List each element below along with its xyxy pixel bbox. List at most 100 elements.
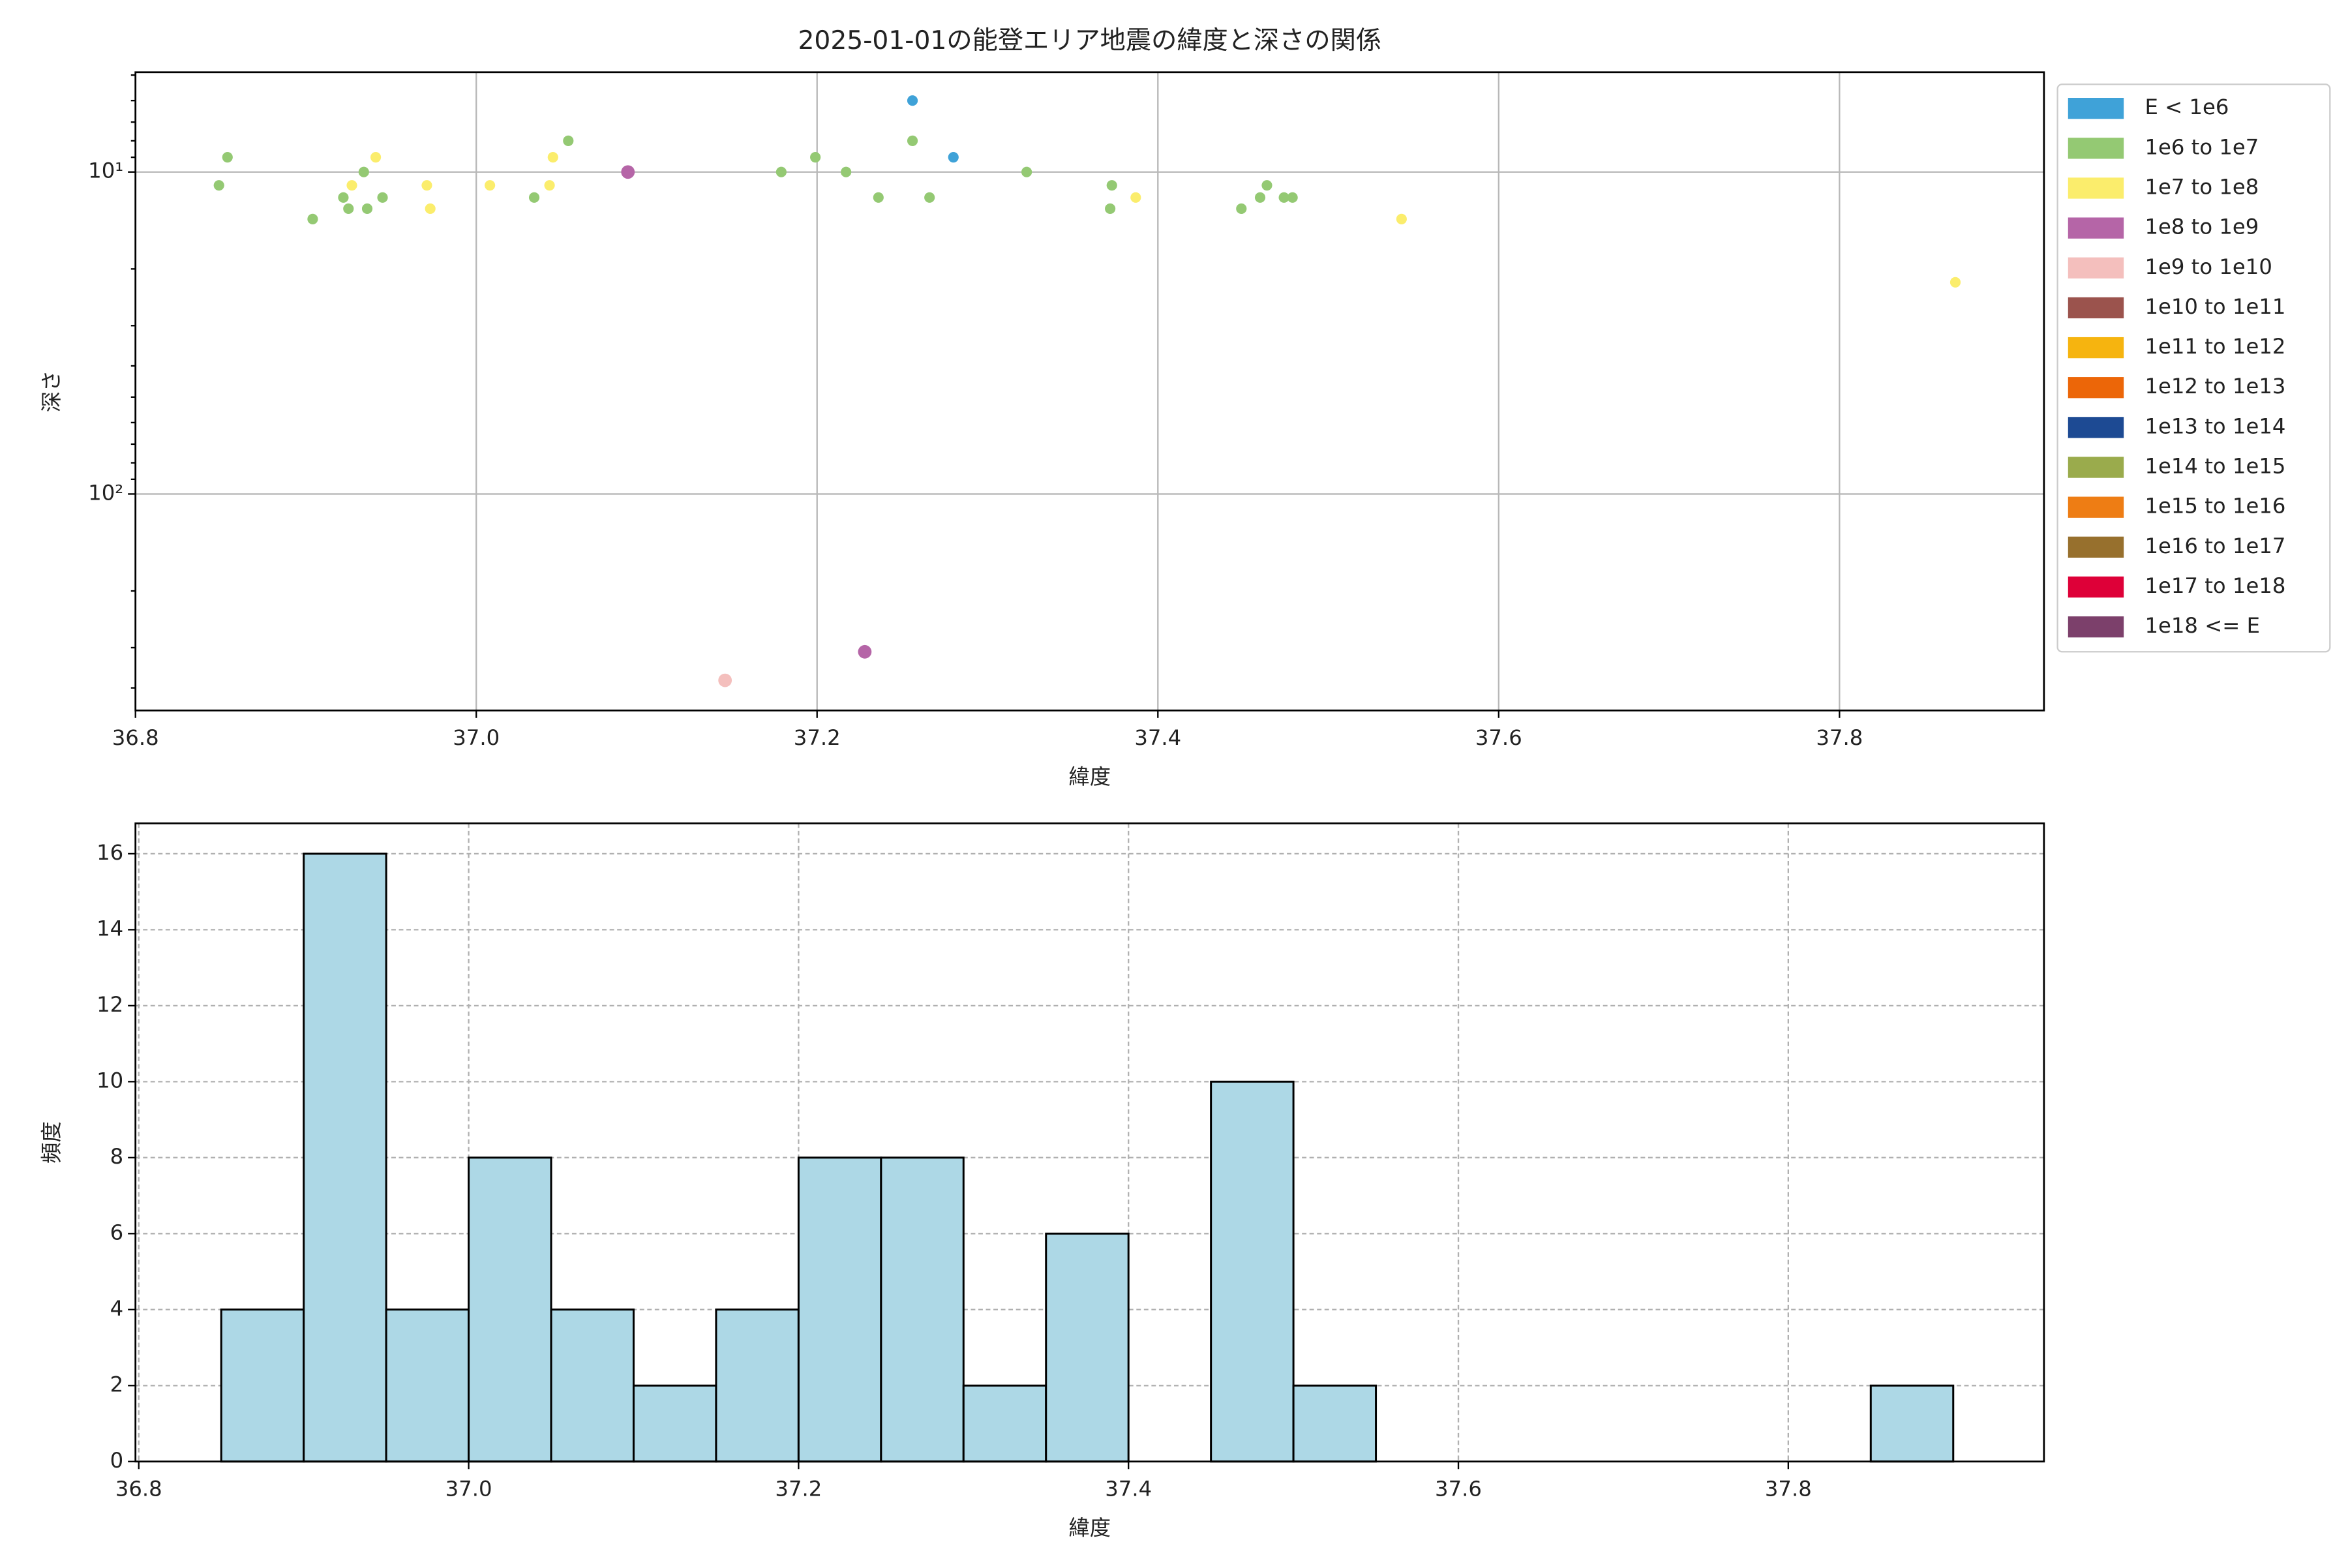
point: [563, 135, 574, 146]
point: [343, 203, 354, 215]
y-tick-label: 0: [110, 1448, 124, 1473]
x-tick-label: 37.6: [1435, 1477, 1482, 1501]
legend-swatch: [2068, 377, 2124, 399]
point: [1021, 166, 1032, 177]
legend-box: [2056, 83, 2331, 653]
chart-title: 2025-01-01の能登エリア地震の緯度と深さの関係: [798, 26, 1381, 55]
x-tick-label: 37.2: [775, 1477, 822, 1501]
bar: [550, 1308, 635, 1463]
legend-label: 1e18 <= E: [2145, 613, 2260, 638]
point: [544, 180, 555, 191]
y-tick-label: 14: [97, 916, 123, 941]
point: [1106, 180, 1117, 191]
bar: [1045, 1232, 1130, 1463]
bar: [962, 1384, 1047, 1463]
legend-swatch: [2068, 337, 2124, 359]
plot-frame: [134, 71, 2045, 712]
y-axis-label: 頻度: [39, 1121, 64, 1164]
x-tick-label: 37.2: [794, 725, 841, 750]
point: [338, 192, 349, 203]
point: [358, 166, 369, 177]
legend-swatch: [2068, 417, 2124, 438]
x-tick-label: 36.8: [115, 1477, 162, 1501]
point: [528, 192, 540, 203]
point: [485, 180, 496, 191]
x-tick-label: 37.0: [445, 1477, 492, 1501]
point: [1396, 213, 1407, 224]
legend-label: 1e6 to 1e7: [2145, 134, 2259, 159]
legend-label: 1e15 to 1e16: [2145, 494, 2285, 519]
legend-swatch: [2068, 297, 2124, 319]
bar: [1869, 1384, 1955, 1463]
point: [370, 152, 382, 163]
legend-swatch: [2068, 457, 2124, 478]
y-tick-label: 12: [97, 992, 123, 1017]
legend-label: 1e7 to 1e8: [2145, 174, 2259, 199]
point: [307, 213, 318, 224]
legend-swatch: [2068, 616, 2124, 638]
y-tick-label: 2: [110, 1372, 124, 1396]
point: [547, 152, 558, 163]
y-tick-label: 10²: [88, 480, 123, 505]
x-axis-label: 緯度: [1068, 1516, 1111, 1541]
point: [948, 152, 959, 163]
point: [213, 180, 224, 191]
legend-label: E < 1e6: [2145, 95, 2229, 119]
point: [425, 203, 436, 215]
point: [1105, 203, 1116, 215]
legend-label: 1e13 to 1e14: [2145, 414, 2285, 438]
bar: [1292, 1384, 1377, 1463]
bar: [220, 1308, 305, 1463]
y-tick-label: 16: [97, 840, 123, 865]
legend-swatch: [2068, 536, 2124, 558]
bar: [303, 852, 387, 1463]
point: [873, 192, 884, 203]
y-tick-label: 6: [110, 1220, 124, 1244]
point: [222, 152, 233, 163]
x-tick-label: 37.4: [1134, 725, 1181, 750]
point: [621, 165, 635, 179]
point: [718, 673, 732, 687]
point: [858, 644, 872, 659]
point: [907, 95, 918, 106]
bar: [468, 1156, 552, 1463]
legend-swatch: [2068, 217, 2124, 239]
legend-label: 1e17 to 1e18: [2145, 573, 2285, 598]
point: [841, 166, 852, 177]
legend-swatch: [2068, 576, 2124, 598]
x-tick-label: 37.0: [453, 725, 500, 750]
bar: [385, 1308, 470, 1463]
legend-label: 1e16 to 1e17: [2145, 534, 2285, 558]
point: [1287, 192, 1298, 203]
point: [1254, 192, 1266, 203]
legend-swatch: [2068, 138, 2124, 159]
point: [810, 152, 821, 163]
legend-label: 1e9 to 1e10: [2145, 254, 2272, 279]
point: [421, 180, 432, 191]
point: [1236, 203, 1247, 215]
point: [361, 203, 373, 215]
point: [907, 135, 918, 146]
x-tick-label: 37.6: [1475, 725, 1522, 750]
point: [377, 192, 388, 203]
plot-frame: [134, 822, 2045, 1463]
point: [346, 180, 357, 191]
x-tick-label: 37.4: [1105, 1477, 1152, 1501]
legend-swatch: [2068, 496, 2124, 518]
x-axis-label: 緯度: [1068, 764, 1111, 789]
point: [1949, 277, 1961, 288]
legend-label: 1e14 to 1e15: [2145, 454, 2285, 479]
legend-label: 1e10 to 1e11: [2145, 294, 2285, 319]
point: [1278, 192, 1289, 203]
legend-label: 1e11 to 1e12: [2145, 334, 2285, 359]
bar: [632, 1384, 717, 1463]
bar: [1210, 1080, 1295, 1463]
legend-swatch: [2068, 98, 2124, 119]
bar: [880, 1156, 965, 1463]
point: [1130, 192, 1141, 203]
y-tick-label: 4: [110, 1296, 124, 1321]
legend-swatch: [2068, 177, 2124, 199]
legend-swatch: [2068, 257, 2124, 279]
